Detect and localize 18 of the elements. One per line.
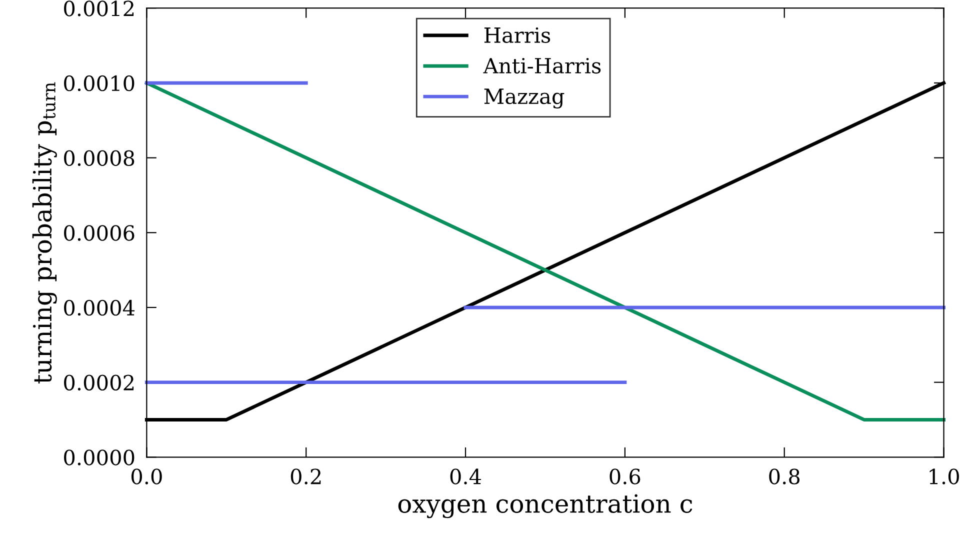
legend-label: Harris — [484, 27, 550, 43]
y-tick-label: 0.0006 — [64, 225, 134, 241]
x-tick-label: 0.6 — [610, 468, 640, 484]
x-tick-label: 1.0 — [930, 468, 959, 484]
x-axis-title: oxygen concentration c — [398, 494, 692, 518]
legend-label: Anti-Harris — [483, 58, 601, 74]
y-tick-label: 0.0010 — [64, 75, 134, 92]
y-tick-label: 0.0008 — [64, 150, 134, 166]
legend-label: Mazzag — [484, 88, 564, 108]
y-tick-label: 0.0004 — [64, 300, 135, 316]
x-tick-label: 0.8 — [769, 468, 800, 484]
x-tick-label: 0.2 — [290, 468, 321, 484]
y-tick-label: 0.0002 — [64, 374, 134, 391]
x-tick-label: 0.4 — [450, 468, 482, 484]
y-tick-label: 0.0012 — [64, 0, 134, 16]
x-tick-label: 0.0 — [131, 468, 162, 484]
y-tick-label: 0.0000 — [64, 450, 134, 466]
y-axis-title: turning probability p$_{turn}$ — [32, 82, 57, 384]
